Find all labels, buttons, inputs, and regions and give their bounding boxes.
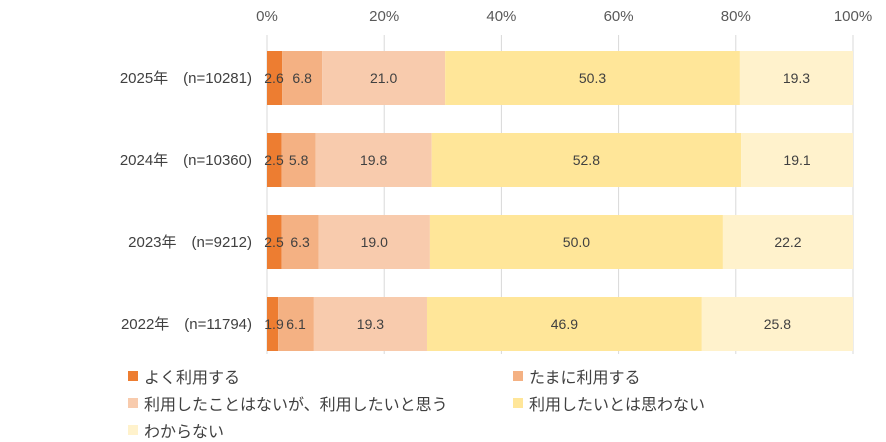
data-label: 1.9 xyxy=(264,316,284,332)
data-label: 19.8 xyxy=(360,152,387,168)
category-labels: 2025年 (n=10281) 2024年 (n=10360) 2023年 (n=9… xyxy=(120,70,252,333)
bar-segment xyxy=(282,51,323,105)
bar-segment xyxy=(431,133,742,187)
data-label: 52.8 xyxy=(573,152,600,168)
x-axis-tick-labels: 0% 20% 40% 60% 80% 100% xyxy=(256,8,872,25)
bar-segment xyxy=(267,133,282,187)
bars xyxy=(267,51,853,351)
data-label: 22.2 xyxy=(774,234,801,250)
bar-segment xyxy=(739,51,853,105)
data-label: 2.5 xyxy=(264,152,284,168)
data-label: 19.0 xyxy=(361,234,388,250)
bar-segment xyxy=(318,215,430,269)
bar-segment xyxy=(741,133,853,187)
x-tick-label: 100% xyxy=(834,8,872,25)
bar-segment xyxy=(429,215,723,269)
bar-segment xyxy=(267,51,283,105)
data-label: 50.3 xyxy=(579,70,606,86)
bar-segment xyxy=(322,51,446,105)
bar-segment xyxy=(445,51,740,105)
x-tick-label: 0% xyxy=(256,8,278,25)
bar-segment xyxy=(722,215,853,269)
data-label: 25.8 xyxy=(764,316,791,332)
data-label: 21.0 xyxy=(370,70,397,86)
data-label: 2.6 xyxy=(264,70,284,86)
category-label: 2025年 (n=10281) xyxy=(120,70,252,87)
x-tick-label: 80% xyxy=(721,8,751,25)
category-label: 2022年 (n=11794) xyxy=(121,316,252,333)
data-label: 2.5 xyxy=(264,234,284,250)
data-labels: 2.6 6.8 21.0 50.3 19.3 2.5 5.8 19.8 52.8 19.1 2.5 6… xyxy=(264,70,811,332)
data-label: 6.3 xyxy=(290,234,310,250)
bar-segment xyxy=(281,133,316,187)
data-label: 46.9 xyxy=(551,316,578,332)
data-label: 19.3 xyxy=(357,316,384,332)
bar-segment xyxy=(313,297,427,351)
data-label: 6.8 xyxy=(292,70,312,86)
data-label: 19.1 xyxy=(783,152,810,168)
bar-segment xyxy=(278,297,314,351)
x-tick-label: 20% xyxy=(369,8,399,25)
category-label: 2024年 (n=10360) xyxy=(120,152,252,169)
bar-segment xyxy=(701,297,853,351)
bar-segment xyxy=(267,215,282,269)
bar-segment xyxy=(267,297,279,351)
data-label: 5.8 xyxy=(289,152,309,168)
data-label: 6.1 xyxy=(286,316,306,332)
x-tick-label: 40% xyxy=(486,8,516,25)
bar-segment xyxy=(315,133,432,187)
data-label: 50.0 xyxy=(563,234,590,250)
x-tick-label: 60% xyxy=(604,8,634,25)
data-label: 19.3 xyxy=(783,70,810,86)
bar-segment xyxy=(426,297,702,351)
category-label: 2023年 (n=9212) xyxy=(128,234,252,251)
bar-segment xyxy=(281,215,319,269)
